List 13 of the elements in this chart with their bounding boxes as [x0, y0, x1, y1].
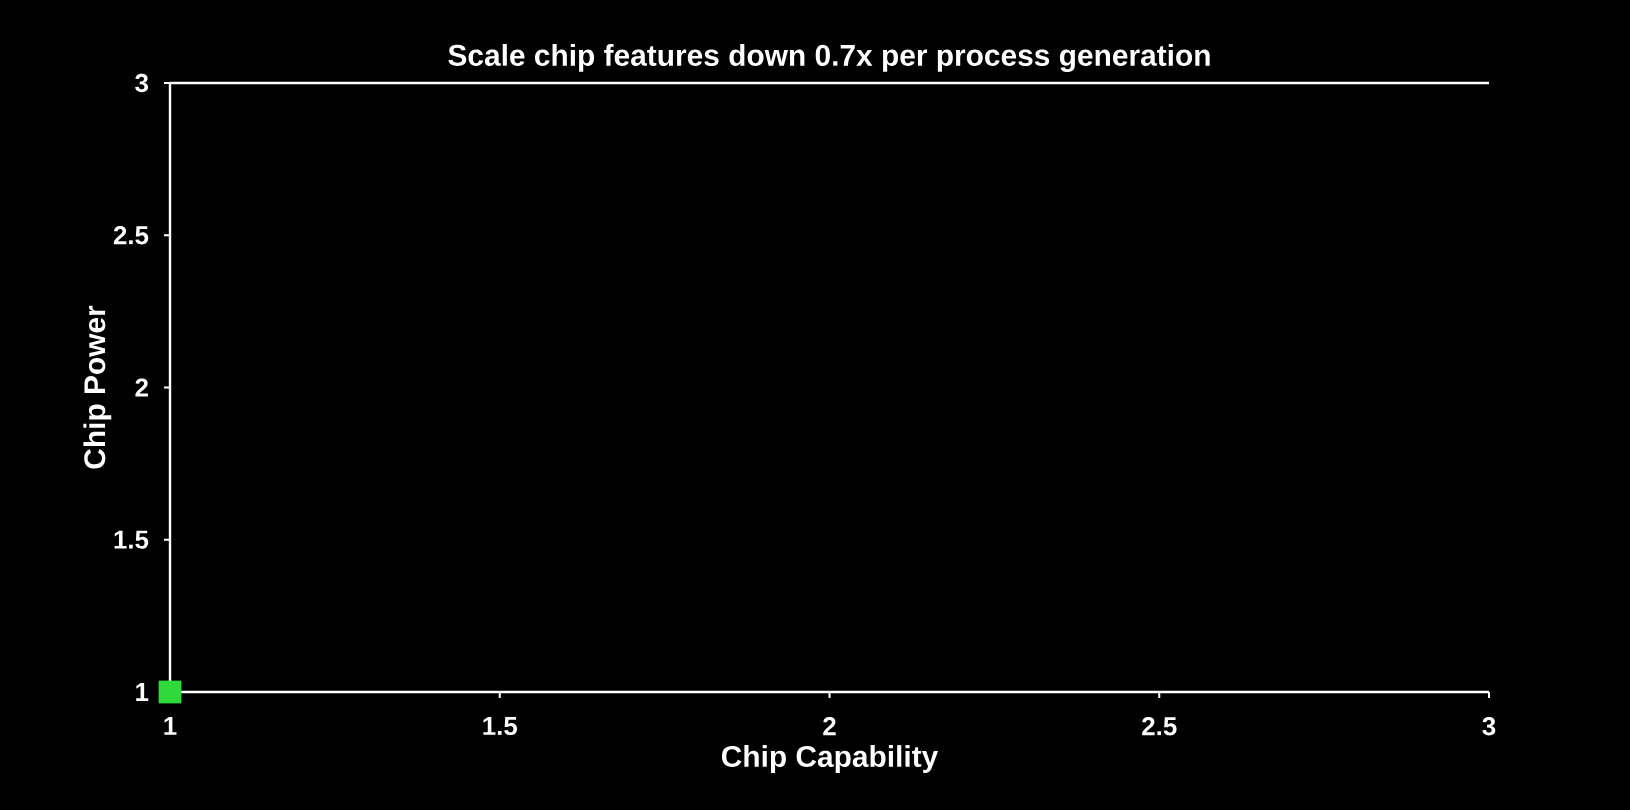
- x-tick-label: 2.5: [1142, 717, 1177, 736]
- y-tick-label: 3: [135, 73, 149, 93]
- x-axis-title: Chip Capability: [721, 745, 939, 773]
- x-tick-label: 2: [823, 717, 836, 736]
- chart-title: Scale chip features down 0.7x per process generation: [448, 44, 1210, 73]
- y-axis-title: Chip Power: [83, 305, 112, 469]
- y-tick-label: 2.5: [113, 226, 149, 245]
- x-tick-label: 1.5: [483, 717, 518, 736]
- x-tick-label: 1: [164, 717, 177, 735]
- y-tick-label: 1: [136, 683, 149, 701]
- x-tick-label: 3: [1482, 717, 1496, 736]
- y-tick-label: 2: [135, 378, 148, 397]
- y-tick-label: 1.5: [114, 530, 149, 549]
